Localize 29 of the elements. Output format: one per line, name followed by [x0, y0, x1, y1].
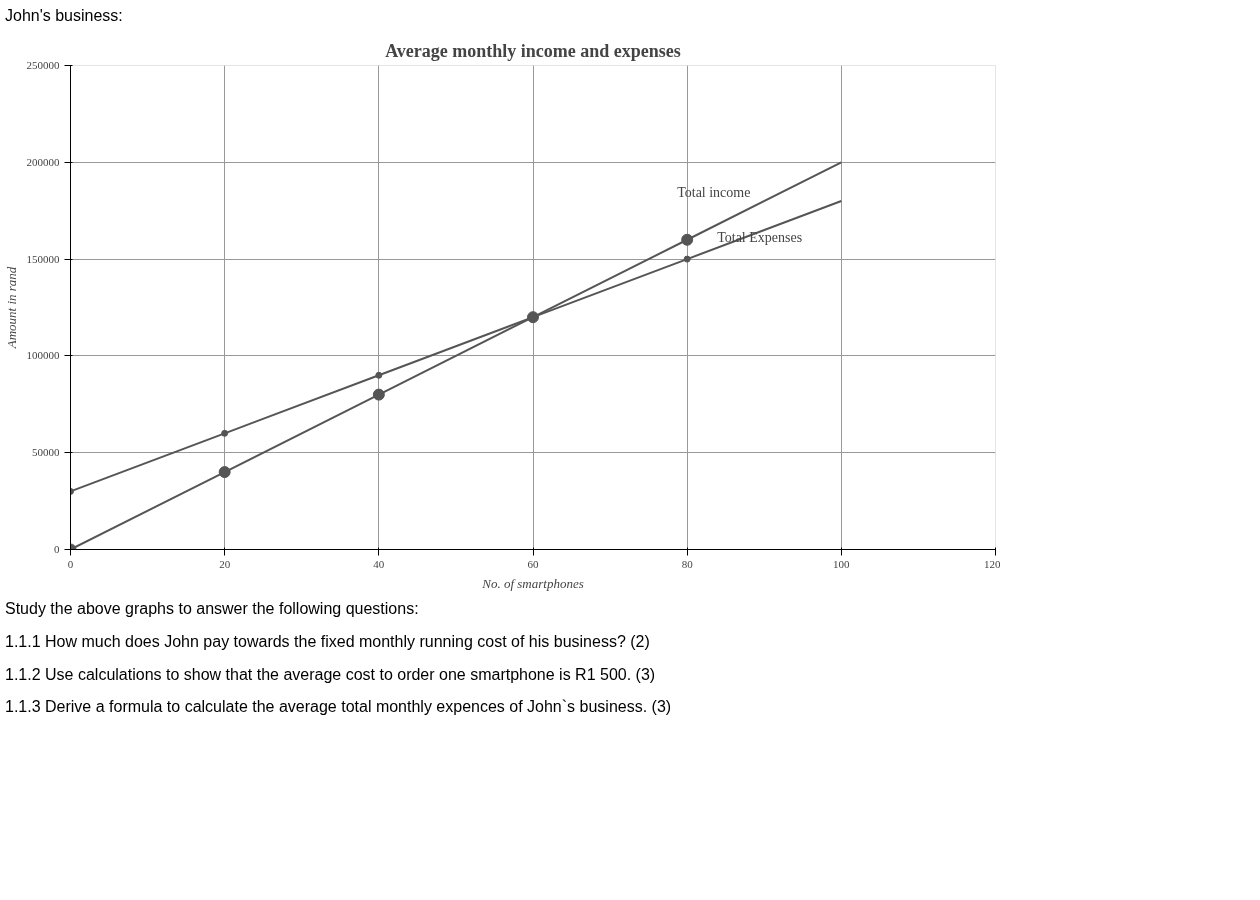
y-tick-label: 200000: [26, 155, 60, 168]
y-tick-label: 250000: [26, 58, 60, 71]
point: [221, 429, 229, 437]
series-label: Total income: [677, 184, 751, 200]
chart-title: Average monthly income and expenses: [385, 40, 681, 61]
x-tick-label: 100: [833, 557, 851, 570]
x-tick-label: 80: [681, 557, 694, 570]
y-tick-label: 150000: [26, 252, 60, 265]
point: [218, 465, 231, 478]
x-tick-label: 20: [219, 557, 231, 570]
x-tick-label: 120: [984, 557, 1001, 570]
point: [683, 255, 691, 263]
y-tick-label: 50000: [32, 446, 60, 459]
point: [375, 371, 383, 379]
series-label: Total Expenses: [717, 229, 803, 245]
text: Study the above graphs to answer the following questions:: [5, 598, 419, 619]
x-axis-title: No. of smartphones: [481, 575, 584, 591]
text: John's business:: [5, 6, 123, 26]
y-tick-label: 100000: [26, 349, 60, 362]
point: [681, 233, 694, 246]
y-tick-label: 0: [54, 542, 60, 555]
text: 1.1.3 Derive a formula to calculate the average total monthly expences of John`s business. (3): [5, 697, 672, 718]
x-tick-label: 60: [527, 557, 539, 570]
y-axis-title: Amount in rand: [3, 266, 19, 350]
x-tick-label: 40: [373, 557, 385, 570]
point: [372, 388, 385, 401]
text: 1.1.1 How much does John pay towards the fixed monthly running cost of his business? (2): [5, 631, 650, 652]
x-tick-label: 0: [67, 557, 74, 570]
text: 1.1.2 Use calculations to show that the average cost to order one smartphone is R1 500. (3): [5, 664, 656, 685]
